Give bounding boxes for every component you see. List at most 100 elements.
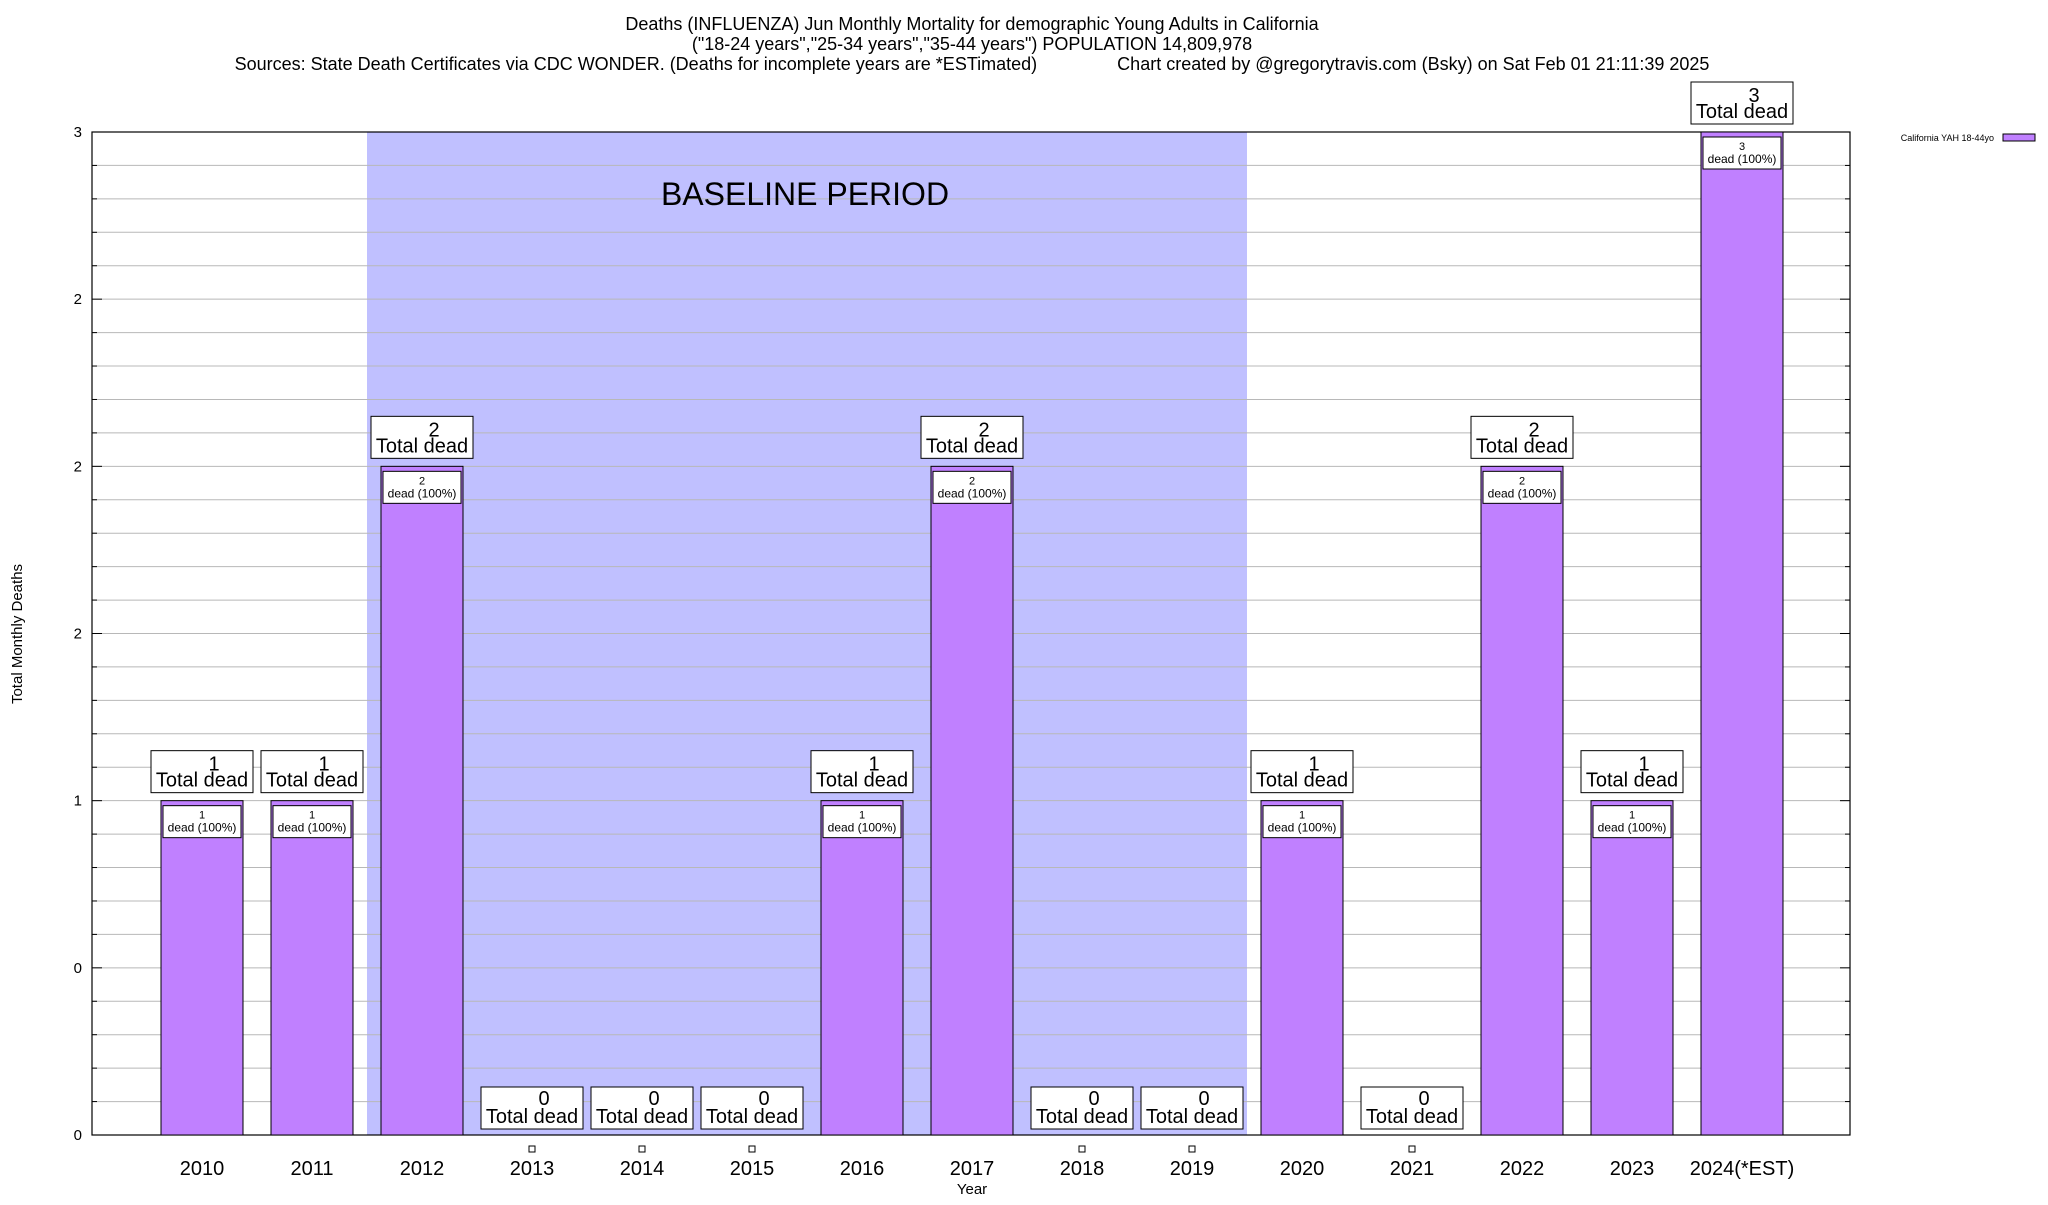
bar bbox=[270, 800, 354, 1136]
bar-inner-value: 2 bbox=[1519, 475, 1525, 487]
total-label-box bbox=[1690, 81, 1794, 125]
x-tick-label: 2017 bbox=[950, 1158, 995, 1180]
bar bbox=[1260, 800, 1344, 1136]
zero-marker bbox=[1188, 1145, 1196, 1153]
chart-subtitle: ("18-24 years","25-34 years","35-44 year… bbox=[692, 34, 1252, 54]
total-label-box bbox=[1470, 415, 1574, 459]
total-label-box bbox=[480, 1086, 584, 1130]
zero-marker bbox=[638, 1145, 646, 1153]
total-label-value: 0 bbox=[1418, 1088, 1429, 1110]
x-tick-label: 2022 bbox=[1500, 1158, 1545, 1180]
y-tick-label: 2 bbox=[74, 458, 82, 475]
total-label-text: Total dead bbox=[156, 770, 248, 792]
total-label-value: 1 bbox=[1308, 754, 1319, 776]
total-label-box bbox=[260, 750, 364, 794]
x-tick-label: 2012 bbox=[400, 1158, 445, 1180]
total-label-box bbox=[150, 750, 254, 794]
y-tick-label: 2 bbox=[74, 291, 82, 308]
total-label-value: 1 bbox=[208, 754, 219, 776]
zero-marker bbox=[1078, 1145, 1086, 1153]
total-label-value: 0 bbox=[1198, 1088, 1209, 1110]
x-tick-label: 2010 bbox=[180, 1158, 225, 1180]
x-tick-label: 2018 bbox=[1060, 1158, 1105, 1180]
bar-inner-label: dead (100%) bbox=[1708, 152, 1777, 166]
bar-inner-label-box bbox=[932, 470, 1012, 504]
x-tick-label: 2019 bbox=[1170, 1158, 1215, 1180]
bar-inner-label: dead (100%) bbox=[828, 821, 897, 835]
bar-inner-label-box bbox=[1592, 805, 1672, 839]
total-label-value: 2 bbox=[428, 419, 439, 441]
total-label-text: Total dead bbox=[1696, 101, 1788, 123]
y-tick-label: 0 bbox=[74, 960, 82, 977]
total-label-value: 2 bbox=[978, 419, 989, 441]
total-label-text: Total dead bbox=[816, 770, 908, 792]
total-label-value: 1 bbox=[868, 754, 879, 776]
total-label-value: 1 bbox=[1638, 754, 1649, 776]
legend-swatch bbox=[2002, 133, 2036, 142]
total-label-value: 3 bbox=[1748, 85, 1759, 107]
total-label-value: 0 bbox=[1088, 1088, 1099, 1110]
total-label-text: Total dead bbox=[1586, 770, 1678, 792]
baseline-label: BASELINE PERIOD bbox=[661, 176, 949, 212]
total-label-text: Total dead bbox=[266, 770, 358, 792]
y-tick-label: 2 bbox=[74, 626, 82, 643]
total-label-box bbox=[920, 415, 1024, 459]
y-tick-label: 3 bbox=[74, 124, 82, 141]
y-axis-label: Total Monthly Deaths bbox=[9, 564, 26, 704]
bar-inner-label-box bbox=[1702, 136, 1782, 170]
total-label-value: 0 bbox=[758, 1088, 769, 1110]
total-label-text: Total dead bbox=[926, 435, 1018, 457]
zero-marker bbox=[748, 1145, 756, 1153]
total-label-text: Total dead bbox=[1476, 435, 1568, 457]
x-axis-label: Year bbox=[957, 1181, 987, 1198]
y-tick-label: 0 bbox=[74, 1127, 82, 1144]
total-label-box bbox=[1360, 1086, 1464, 1130]
total-label-box bbox=[700, 1086, 804, 1130]
total-label-value: 0 bbox=[538, 1088, 549, 1110]
bar bbox=[930, 465, 1014, 1136]
x-tick-label: 2024(*EST) bbox=[1690, 1158, 1795, 1180]
bar-inner-value: 2 bbox=[419, 475, 425, 487]
total-label-text: Total dead bbox=[1256, 770, 1348, 792]
total-label-box bbox=[810, 750, 914, 794]
x-tick-label: 2023 bbox=[1610, 1158, 1655, 1180]
x-tick-label: 2021 bbox=[1390, 1158, 1435, 1180]
y-tick-label: 1 bbox=[74, 793, 82, 810]
x-tick-label: 2020 bbox=[1280, 1158, 1325, 1180]
bar-inner-label: dead (100%) bbox=[388, 486, 457, 500]
bar-inner-label: dead (100%) bbox=[1488, 486, 1557, 500]
bar-inner-label: dead (100%) bbox=[1268, 821, 1337, 835]
total-label-box bbox=[370, 415, 474, 459]
total-label-box bbox=[590, 1086, 694, 1130]
bar bbox=[1700, 131, 1784, 1136]
total-label-box bbox=[1140, 1086, 1244, 1130]
bar-inner-label: dead (100%) bbox=[938, 486, 1007, 500]
total-label-value: 2 bbox=[1528, 419, 1539, 441]
bar-inner-value: 1 bbox=[1629, 810, 1635, 822]
bar-inner-label: dead (100%) bbox=[1598, 821, 1667, 835]
bar-inner-label-box bbox=[1262, 805, 1342, 839]
total-label-text: Total dead bbox=[376, 435, 468, 457]
bar-inner-value: 1 bbox=[309, 810, 315, 822]
bar-inner-label-box bbox=[1482, 470, 1562, 504]
zero-marker bbox=[528, 1145, 536, 1153]
total-label-value: 0 bbox=[648, 1088, 659, 1110]
total-label-text: Total dead bbox=[1146, 1106, 1238, 1128]
bar-inner-label: dead (100%) bbox=[278, 821, 347, 835]
total-label-box bbox=[1030, 1086, 1134, 1130]
chart-title: Deaths (INFLUENZA) Jun Monthly Mortality… bbox=[625, 14, 1319, 34]
total-label-box bbox=[1580, 750, 1684, 794]
total-label-value: 1 bbox=[318, 754, 329, 776]
bar-inner-label-box bbox=[272, 805, 352, 839]
bar-inner-value: 1 bbox=[1299, 810, 1305, 822]
bar-inner-value: 3 bbox=[1739, 141, 1745, 153]
total-label-text: Total dead bbox=[706, 1106, 798, 1128]
bar bbox=[1590, 800, 1674, 1136]
total-label-text: Total dead bbox=[596, 1106, 688, 1128]
bar bbox=[820, 800, 904, 1136]
bar bbox=[1480, 465, 1564, 1136]
bar-inner-value: 1 bbox=[859, 810, 865, 822]
bar-inner-label-box bbox=[822, 805, 902, 839]
